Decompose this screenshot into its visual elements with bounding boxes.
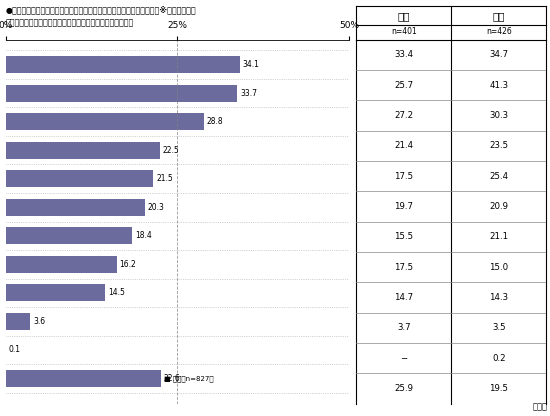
Text: 41.3: 41.3 — [489, 81, 508, 89]
Text: 19.7: 19.7 — [394, 202, 414, 211]
Text: 33.7: 33.7 — [240, 89, 257, 98]
Text: 21.4: 21.4 — [394, 141, 414, 150]
Text: 17.5: 17.5 — [394, 262, 414, 272]
Bar — [6, 256, 117, 273]
Bar — [6, 113, 204, 130]
Text: 16.2: 16.2 — [119, 260, 136, 269]
Text: 14.5: 14.5 — [108, 288, 125, 297]
Bar — [6, 227, 132, 244]
Text: ■ 全体『n=827』: ■ 全体『n=827』 — [164, 375, 213, 382]
Text: 25.4: 25.4 — [489, 171, 508, 181]
Text: 28.8: 28.8 — [206, 117, 223, 126]
Text: 25.9: 25.9 — [394, 384, 414, 393]
Text: 女性: 女性 — [492, 12, 505, 22]
Text: 34.7: 34.7 — [489, 50, 508, 59]
Bar — [6, 284, 105, 302]
Text: 15.5: 15.5 — [394, 232, 414, 241]
Bar — [6, 313, 30, 330]
Text: 27.2: 27.2 — [394, 111, 414, 120]
Bar — [6, 141, 160, 159]
Text: 30.3: 30.3 — [489, 111, 508, 120]
Text: 34.1: 34.1 — [243, 60, 260, 69]
Text: 33.4: 33.4 — [394, 50, 414, 59]
Text: 対象者：第一子の妊娠・誤生前から自家用車を持っていた人: 対象者：第一子の妊娠・誤生前から自家用車を持っていた人 — [6, 19, 134, 28]
Text: 男性: 男性 — [398, 12, 410, 22]
Text: 22.6: 22.6 — [164, 374, 180, 383]
Text: n=401: n=401 — [391, 27, 417, 36]
Text: 20.3: 20.3 — [148, 203, 164, 212]
Text: 15.0: 15.0 — [489, 262, 508, 272]
Bar — [6, 56, 240, 73]
Bar — [6, 170, 153, 187]
Text: 20.9: 20.9 — [489, 202, 508, 211]
Text: 0.2: 0.2 — [492, 354, 505, 362]
Text: （％）: （％） — [532, 403, 547, 412]
Bar — [6, 199, 145, 216]
Text: 14.3: 14.3 — [489, 293, 508, 302]
Text: 3.5: 3.5 — [492, 323, 505, 332]
Bar — [6, 370, 161, 387]
Text: 18.4: 18.4 — [135, 231, 151, 240]
Text: 3.7: 3.7 — [397, 323, 411, 332]
Text: ●第一子誤生後の運転・ドライブに関する変化としてあてはまるもの　※複数回答形式: ●第一子誤生後の運転・ドライブに関する変化としてあてはまるもの ※複数回答形式 — [6, 6, 196, 15]
Text: 21.5: 21.5 — [156, 174, 173, 183]
Text: 3.6: 3.6 — [33, 317, 45, 326]
Text: 17.5: 17.5 — [394, 171, 414, 181]
Text: 14.7: 14.7 — [394, 293, 414, 302]
Text: 25.7: 25.7 — [394, 81, 414, 89]
Text: 19.5: 19.5 — [489, 384, 508, 393]
Text: 22.5: 22.5 — [163, 146, 180, 155]
Text: n=426: n=426 — [486, 27, 512, 36]
Text: 0.1: 0.1 — [9, 345, 21, 354]
Text: −: − — [400, 354, 408, 362]
Text: 23.5: 23.5 — [489, 141, 508, 150]
Text: 21.1: 21.1 — [489, 232, 508, 241]
Bar — [6, 84, 237, 102]
